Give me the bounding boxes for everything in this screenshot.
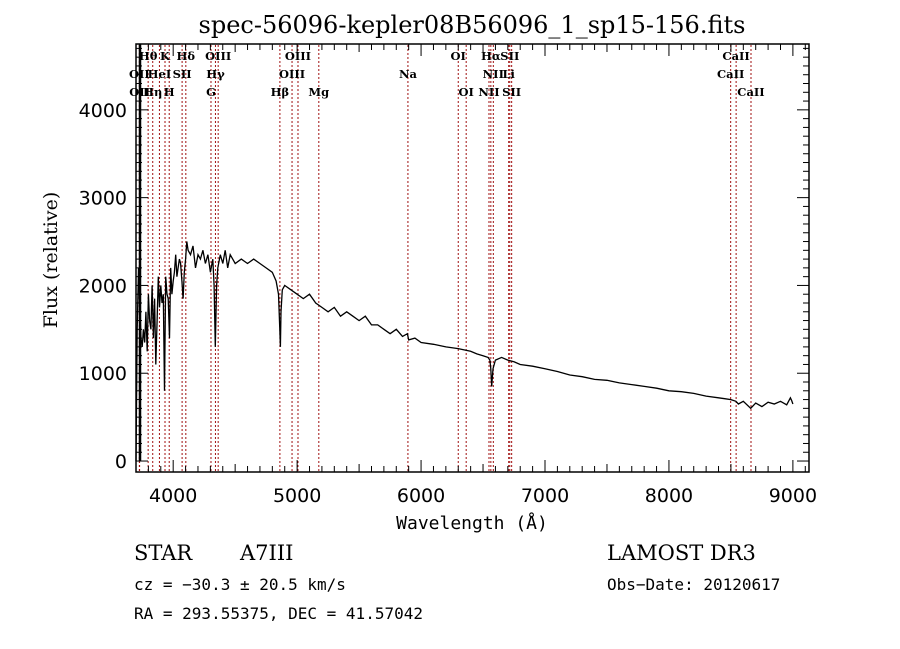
line-marker-label: CaII [717,67,744,81]
x-tick-label: 8000 [645,485,693,507]
line-marker-label: SII [502,85,521,99]
line-marker-label: NII [478,85,499,99]
x-axis-ticks [135,44,806,472]
survey-name: LAMOST DR3 [607,541,756,565]
line-marker-label: SII [173,67,192,81]
line-marker-label: CaII [722,49,749,63]
y-tick-label: 2000 [79,275,127,297]
line-marker-label: HeI [148,67,172,81]
spectral-line-labels: OIIOIIHθHηHeIKHSIIHδGHγOIIIHβOIIIOIIIMgN… [129,49,765,99]
line-marker-label: OIII [205,49,231,63]
y-tick-label: 0 [115,451,127,473]
y-tick-label: 3000 [79,188,127,210]
object-class: STAR [134,541,193,565]
x-tick-label: 9000 [769,485,817,507]
line-marker-label: Hθ [139,49,158,63]
x-axis-tick-labels: 4000 5000 6000 7000 8000 9000 [149,485,817,507]
x-tick-label: 4000 [149,485,197,507]
line-marker-label: Hγ [206,67,225,81]
line-marker-label: Hβ [271,85,290,99]
x-tick-label: 6000 [397,485,445,507]
line-marker-label: Hη [143,85,162,99]
y-axis-tick-labels: 0 1000 2000 3000 4000 [79,100,127,473]
line-marker-label: Li [502,67,515,81]
line-marker-label: K [160,49,171,63]
x-axis-label: Wavelength (Å) [396,512,548,534]
line-marker-label: Mg [308,85,329,99]
line-marker-label: NII [483,67,504,81]
chart-title: spec-56096-kepler08B56096_1_sp15-156.fit… [199,11,746,39]
spectrum-series [135,44,794,462]
line-marker-label: Na [399,67,418,81]
line-marker-label: Hδ [177,49,196,63]
x-tick-label: 5000 [273,485,321,507]
y-tick-label: 1000 [79,363,127,385]
redshift-text: cz = −30.3 ± 20.5 km/s [134,575,346,594]
spectrum-line [135,241,794,462]
line-marker-label: SII [500,49,519,63]
line-marker-label: OIII [279,67,305,81]
plot-frame [135,43,810,473]
obs-date: Obs−Date: 20120617 [607,575,780,594]
line-marker-label: CaII [737,85,764,99]
coordinates-text: RA = 293.55375, DEC = 41.57042 [134,604,423,623]
line-marker-label: G [206,85,216,99]
object-subclass: A7III [239,541,293,565]
y-axis-ticks [136,47,809,462]
line-marker-label: OIII [285,49,311,63]
y-axis-label: Flux (relative) [40,192,62,329]
y-tick-label: 4000 [79,100,127,122]
line-marker-label: H [164,85,175,99]
spectral-line-markers [138,45,752,471]
line-marker-label: OI [451,49,466,63]
line-marker-label: Hα [481,49,501,63]
line-marker-label: OI [458,85,473,99]
x-tick-label: 7000 [521,485,569,507]
